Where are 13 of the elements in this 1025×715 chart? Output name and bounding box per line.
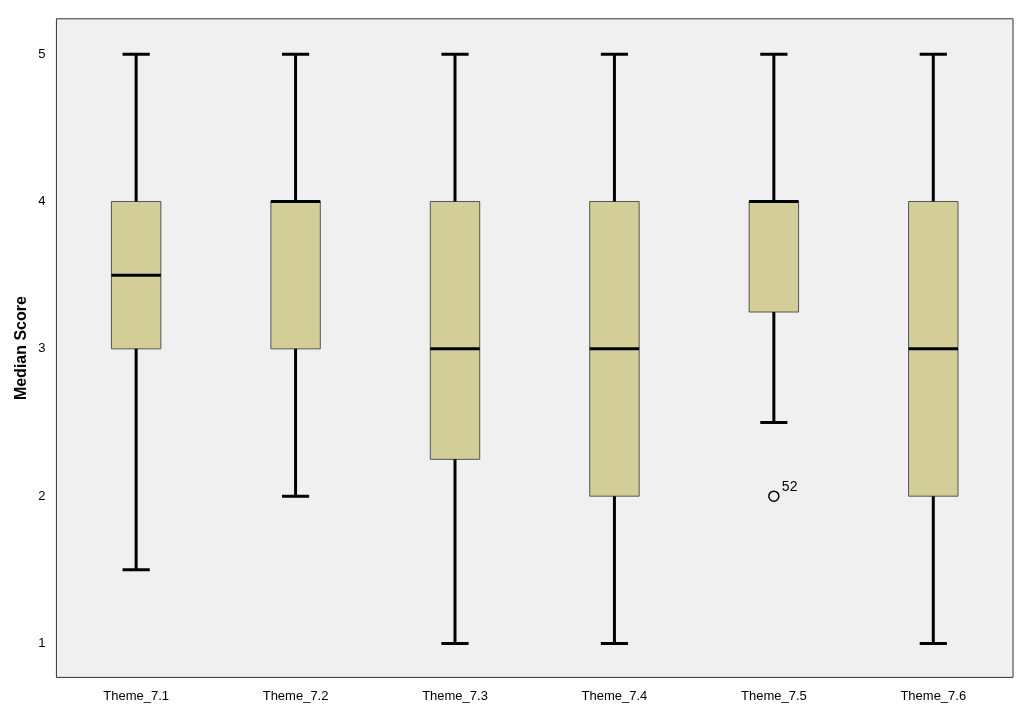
y-axis-title: Median Score <box>12 295 30 401</box>
x-tick-label: Theme_7.4 <box>581 687 648 703</box>
x-tick-label: Theme_7.3 <box>422 687 488 703</box>
x-tick-label: Theme_7.2 <box>262 687 329 703</box>
y-tick-label: 4 <box>38 193 46 209</box>
y-tick-label: 1 <box>38 635 46 651</box>
x-tick-label: Theme_7.6 <box>900 687 967 703</box>
annotation: 52 <box>781 478 798 495</box>
y-tick-label: 2 <box>38 487 46 503</box>
y-tick-label: 3 <box>38 340 46 356</box>
y-tick-label: 5 <box>38 45 46 61</box>
x-tick-label: Theme_7.1 <box>103 687 170 703</box>
x-tick-label: Theme_7.5 <box>740 687 807 703</box>
